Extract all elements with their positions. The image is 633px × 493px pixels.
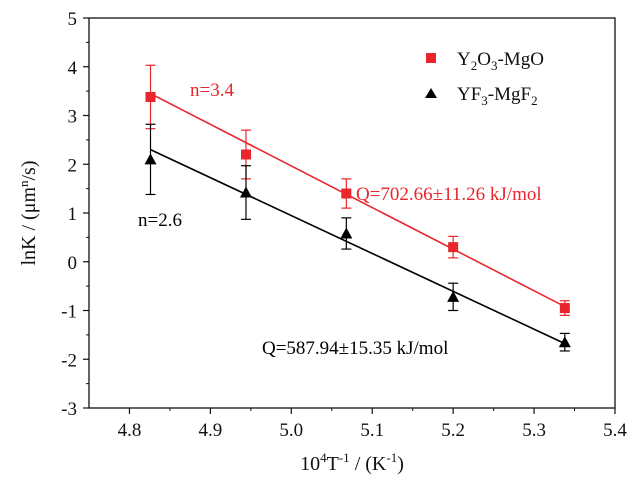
x-tick-label: 5.4	[603, 420, 627, 441]
y-tick-label: -3	[61, 399, 77, 420]
annotation-q-black: Q=587.94±15.35 kJ/mol	[262, 338, 448, 359]
data-markers	[144, 91, 571, 348]
x-axis-label: 104T-1 / (K-1)	[300, 450, 404, 475]
data-point-triangle	[447, 290, 460, 302]
data-point-square	[448, 242, 459, 253]
y-tick-label: -1	[61, 302, 77, 323]
annotation-n-red: n=3.4	[190, 80, 234, 101]
fit-line-y2o3-mgo	[150, 92, 566, 308]
x-axis-ticks: 4.8 4.9 5.0 5.1 5.2 5.3 5.4	[118, 408, 627, 441]
x-tick-label: 5.3	[522, 420, 546, 441]
y-tick-label: 2	[68, 155, 78, 176]
data-point-triangle	[144, 153, 157, 165]
data-point-square	[341, 188, 352, 199]
x-tick-label: 5.0	[279, 420, 303, 441]
x-tick-label: 4.9	[199, 420, 223, 441]
y-tick-label: 3	[68, 107, 78, 128]
data-point-square	[559, 303, 570, 314]
data-point-triangle	[239, 186, 252, 198]
x-tick-label: 5.2	[441, 420, 465, 441]
legend-label-yf3-mgf2: YF3-MgF2	[457, 84, 538, 108]
legend-label-y2o3-mgo: Y2O3-MgO	[457, 49, 544, 73]
data-point-triangle	[340, 227, 353, 239]
data-point-square	[145, 91, 156, 102]
y-tick-label: -2	[61, 350, 77, 371]
legend-marker-square	[426, 53, 436, 63]
annotation-q-red: Q=702.66±11.26 kJ/mol	[356, 184, 542, 205]
legend: Y2O3-MgO YF3-MgF2	[425, 49, 544, 108]
y-axis-ticks: -3 -2 -1 0 1 2 3 4 5	[61, 9, 89, 420]
data-point-triangle	[558, 336, 571, 348]
fit-lines	[150, 92, 566, 345]
data-point-square	[240, 149, 251, 160]
y-tick-label: 0	[68, 253, 78, 274]
y-tick-label: 4	[68, 58, 78, 79]
error-bars	[145, 64, 570, 352]
y-axis-label: lnK / (μmn/s)	[16, 161, 40, 266]
x-tick-label: 4.8	[118, 420, 142, 441]
x-tick-label: 5.1	[360, 420, 384, 441]
y-tick-label: 5	[68, 9, 78, 30]
fit-line-yf3-mgf2	[150, 148, 566, 345]
y-tick-label: 1	[68, 204, 78, 225]
annotation-n-black: n=2.6	[138, 210, 182, 231]
legend-marker-triangle	[425, 88, 437, 98]
